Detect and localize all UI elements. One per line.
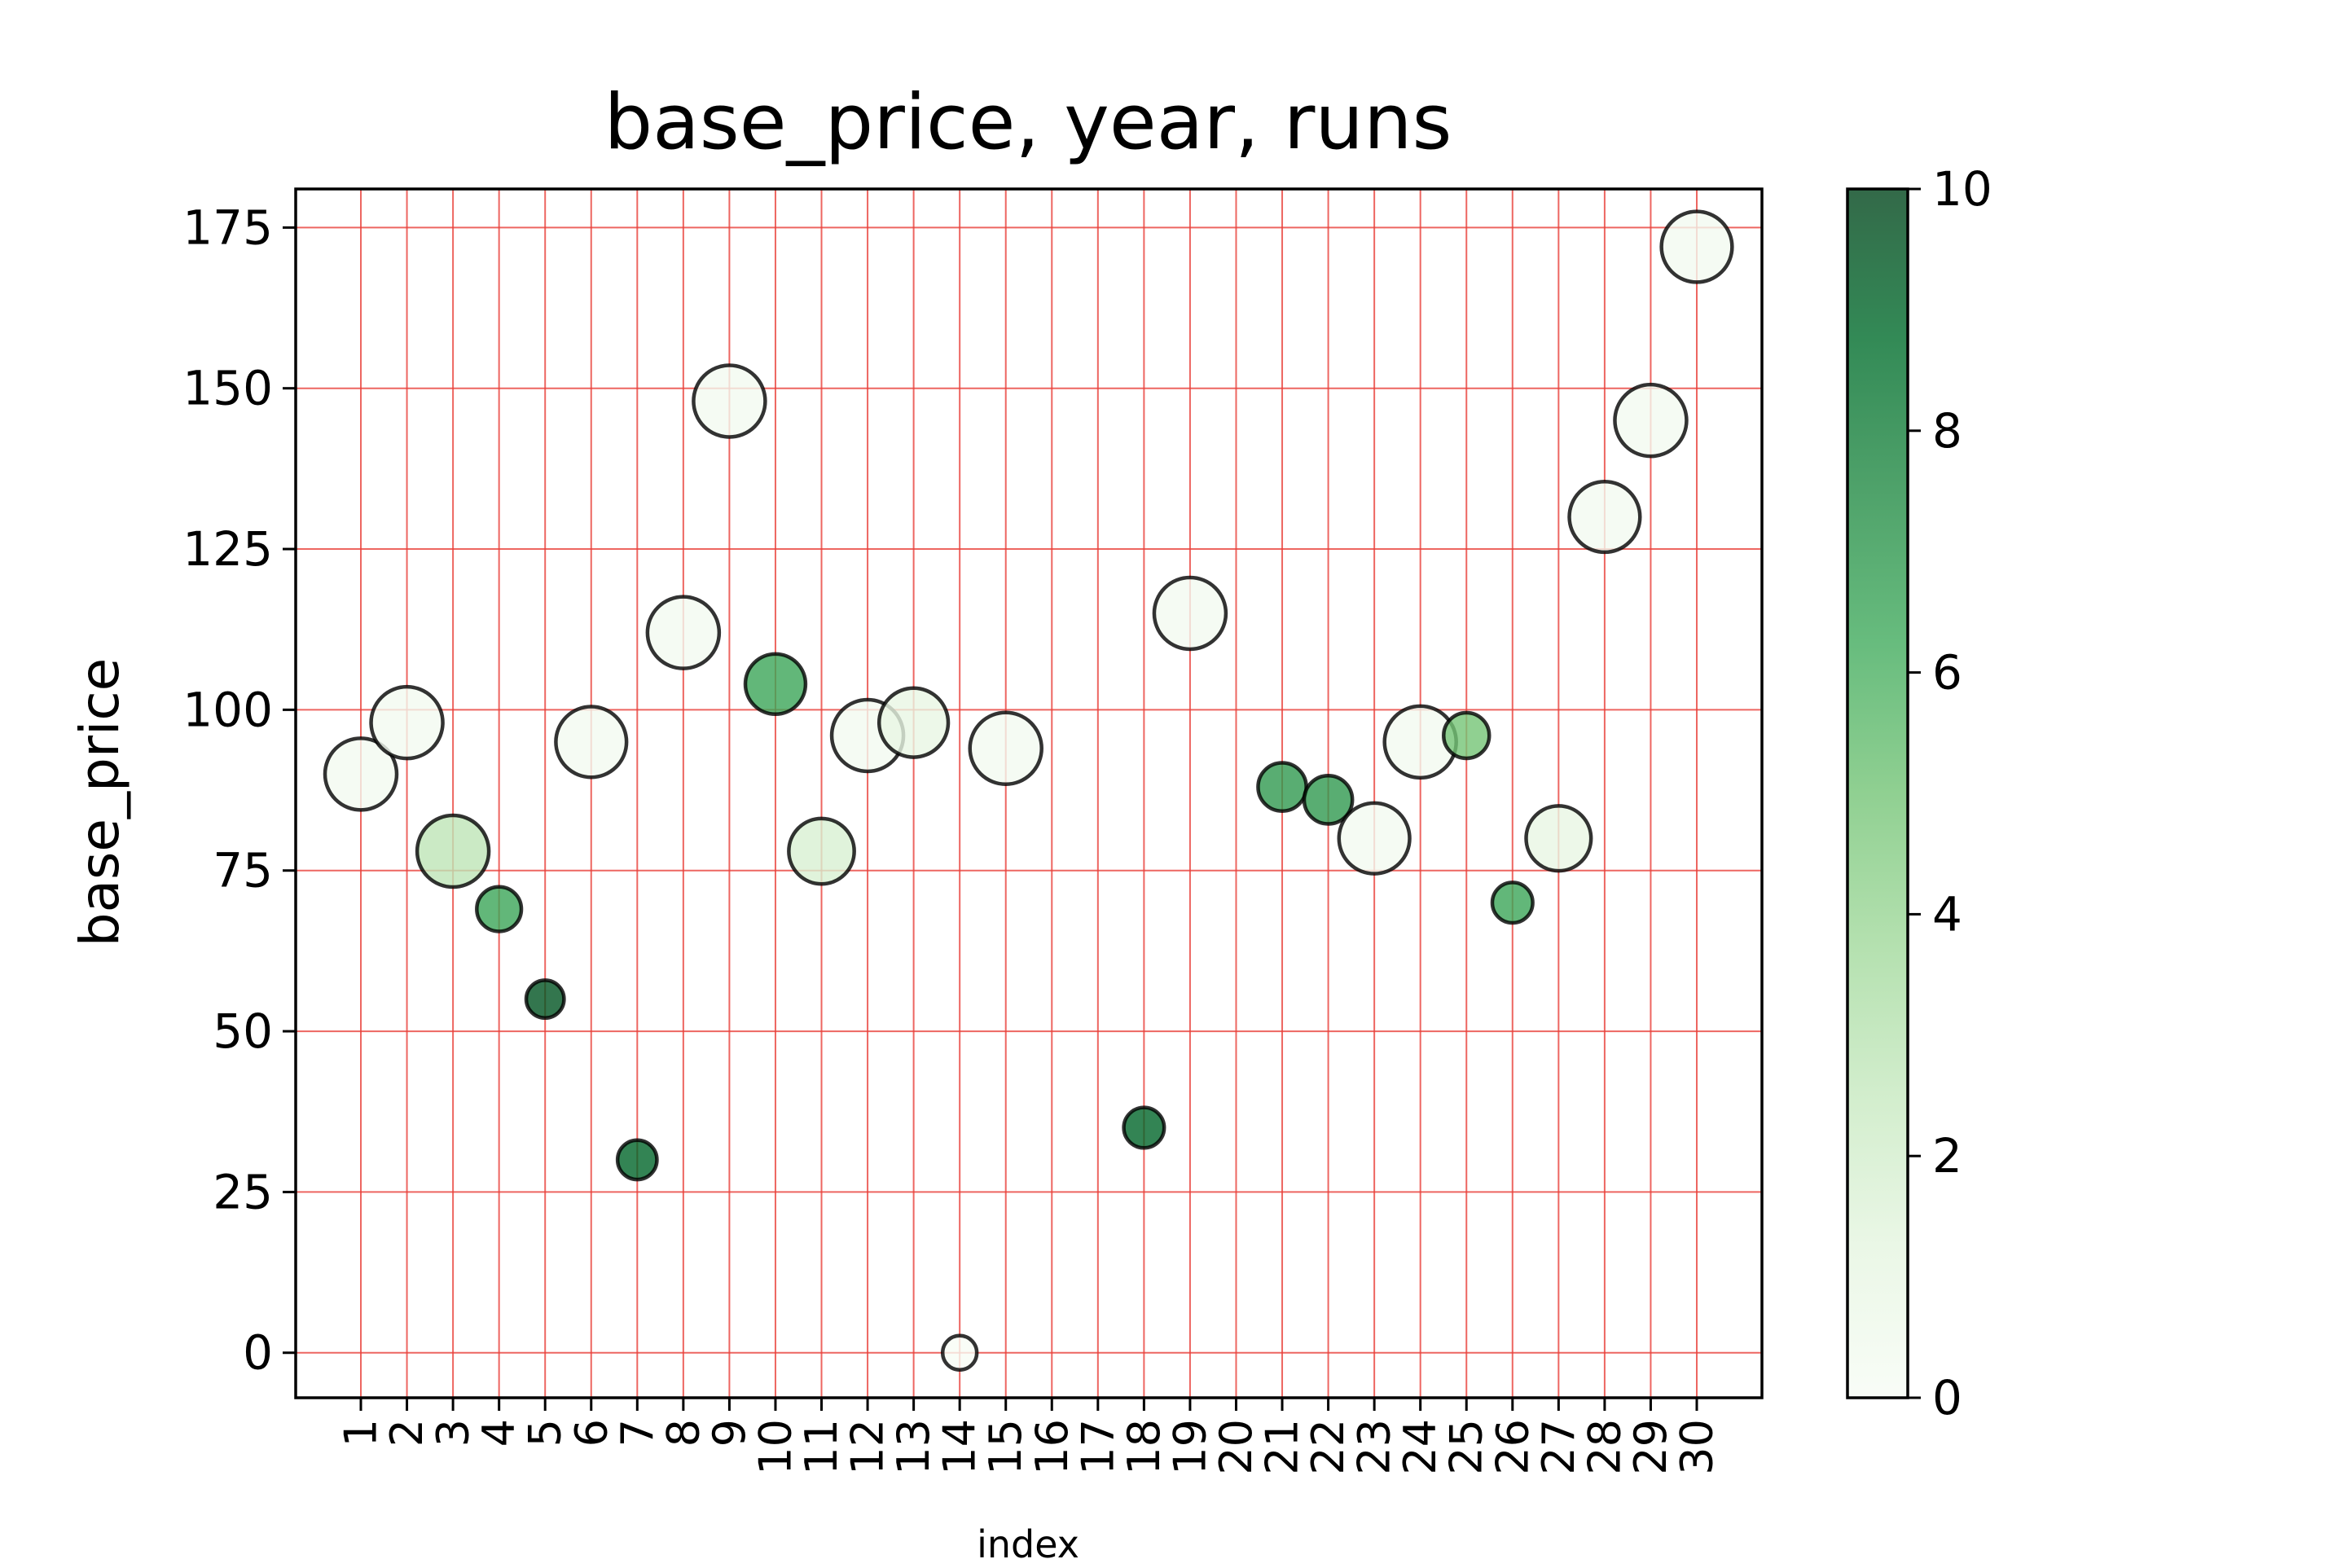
data-point [692, 363, 767, 439]
data-point [475, 885, 524, 933]
x-tick-label: 17 [1072, 1419, 1123, 1475]
x-tick-label: 27 [1533, 1419, 1584, 1475]
data-point [1524, 804, 1593, 873]
x-tick-label: 11 [796, 1419, 847, 1475]
grid-layer [296, 189, 1762, 1398]
colorbar-tick-label: 4 [1932, 886, 1962, 942]
x-tick-label: 23 [1349, 1419, 1400, 1475]
colorbar-tick-label: 8 [1932, 403, 1962, 459]
x-axis-label: index [977, 1522, 1079, 1564]
colorbar-tick-label: 6 [1932, 645, 1962, 701]
x-tick-label: 15 [980, 1419, 1031, 1475]
x-tick-label: 20 [1210, 1419, 1262, 1475]
x-tick-label: 7 [612, 1419, 663, 1447]
data-point [1659, 209, 1734, 284]
y-tick-label: 0 [243, 1325, 273, 1381]
y-tick-label: 25 [213, 1164, 273, 1219]
data-point [1302, 774, 1355, 826]
data-point [1490, 881, 1535, 925]
data-point [645, 595, 722, 670]
data-point [415, 813, 491, 889]
y-axis: 0 25 50 75 100 125 150 175 [182, 200, 296, 1381]
y-tick-label: 150 [182, 361, 273, 416]
y-tick-label: 50 [213, 1004, 273, 1059]
x-tick-label: 5 [520, 1419, 571, 1447]
x-tick-label: 2 [381, 1419, 433, 1447]
colorbar [1846, 187, 1909, 1399]
data-point [1122, 1105, 1166, 1150]
points-layer [323, 209, 1734, 1372]
y-tick-label: 125 [182, 521, 273, 577]
x-tick-label: 29 [1625, 1419, 1676, 1475]
data-point [787, 816, 856, 886]
y-tick-label: 100 [182, 682, 273, 737]
x-tick-label: 10 [749, 1419, 801, 1475]
data-point [524, 978, 566, 1021]
data-point [1567, 479, 1642, 555]
x-tick-label: 19 [1164, 1419, 1215, 1475]
plot-frame [294, 187, 1764, 1399]
data-point [369, 684, 445, 761]
x-tick-label: 16 [1026, 1419, 1078, 1475]
x-tick-label: 1 [336, 1419, 387, 1447]
data-point [876, 686, 951, 759]
data-point [1337, 801, 1412, 876]
x-tick-label: 12 [842, 1419, 894, 1475]
data-point [968, 710, 1043, 786]
colorbar-tick-label: 0 [1932, 1370, 1962, 1425]
colorbar-tick-label: 2 [1932, 1128, 1962, 1184]
x-tick-label: 30 [1672, 1419, 1723, 1475]
x-tick-label: 14 [934, 1419, 986, 1475]
x-axis: 1234567891011121314151617181920212223242… [336, 1398, 1723, 1475]
data-point [940, 1333, 979, 1372]
x-tick-label: 28 [1579, 1419, 1630, 1475]
x-tick-label: 9 [704, 1419, 755, 1447]
x-tick-label: 4 [473, 1419, 525, 1447]
x-tick-label: 22 [1303, 1419, 1354, 1475]
x-tick-label: 26 [1487, 1419, 1538, 1475]
y-tick-label: 75 [213, 843, 273, 898]
data-point [1441, 710, 1492, 761]
data-point [554, 705, 629, 780]
data-point [743, 652, 808, 717]
x-tick-label: 6 [565, 1419, 617, 1447]
x-tick-label: 24 [1395, 1419, 1446, 1475]
x-tick-label: 3 [428, 1419, 479, 1447]
data-point [615, 1138, 659, 1182]
data-point [1613, 382, 1689, 459]
data-point [1256, 761, 1308, 813]
colorbar-tick-label: 10 [1932, 161, 1992, 217]
data-point [1152, 575, 1228, 652]
chart-title: base_price, year, runs [604, 78, 1452, 167]
x-tick-label: 13 [888, 1419, 939, 1475]
x-tick-label: 18 [1118, 1419, 1170, 1475]
colorbar-ticks: 0 2 4 6 8 10 [1908, 161, 1992, 1425]
y-axis-label: base_price [68, 658, 131, 947]
x-tick-label: 21 [1257, 1419, 1308, 1475]
x-tick-label: 8 [657, 1419, 709, 1447]
data-point [323, 736, 399, 812]
x-tick-label: 25 [1441, 1419, 1492, 1475]
y-tick-label: 175 [182, 200, 273, 255]
